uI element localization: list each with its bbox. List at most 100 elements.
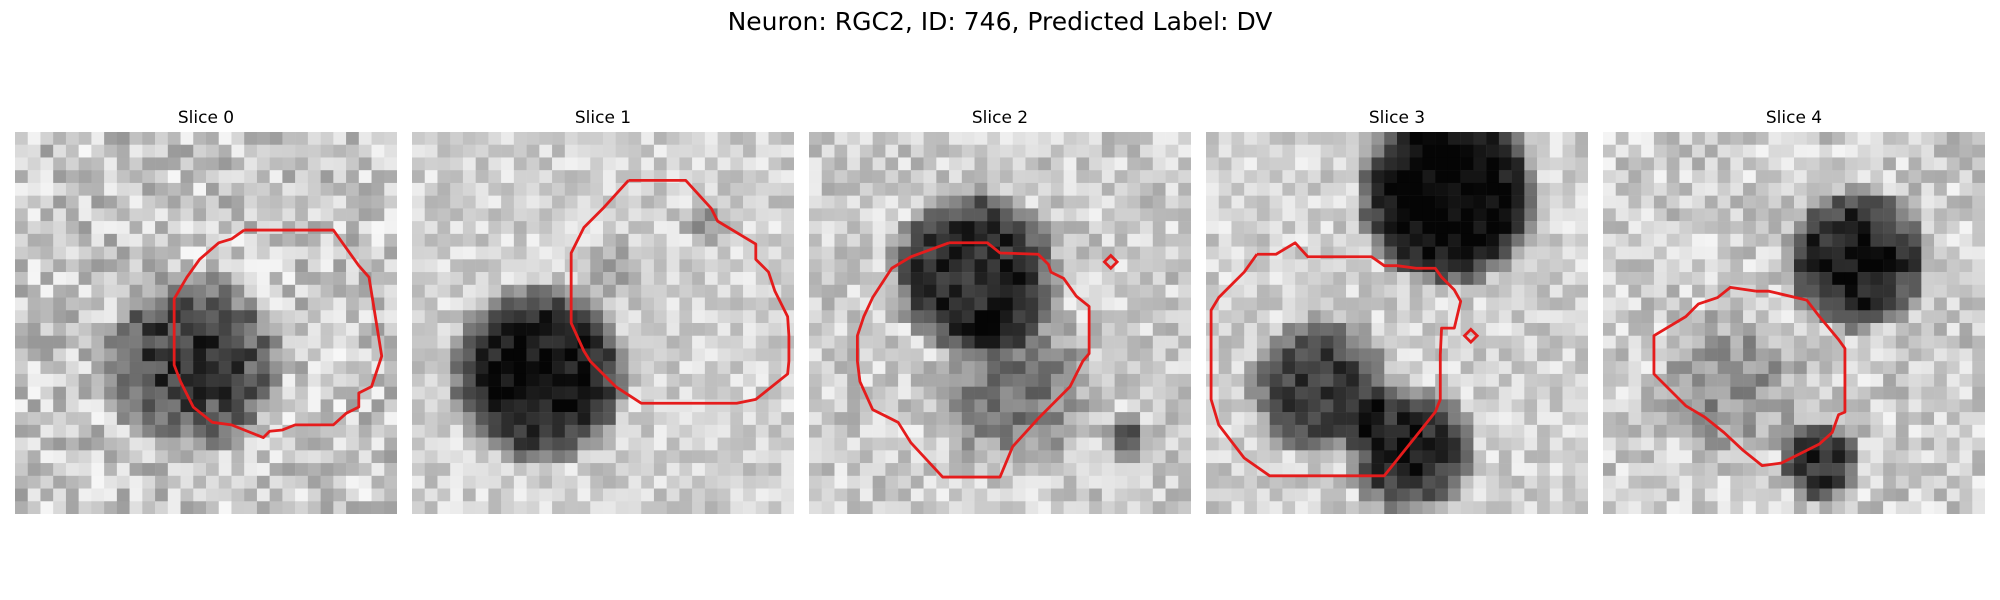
pixel [1832, 297, 1846, 311]
pixel [679, 463, 693, 477]
pixel [65, 233, 79, 247]
pixel [1537, 437, 1551, 451]
pixel [1025, 144, 1039, 158]
pixel [78, 399, 92, 413]
pixel [768, 170, 782, 184]
pixel [1692, 233, 1706, 247]
pixel [437, 170, 451, 184]
pixel [1206, 182, 1219, 196]
pixel [450, 450, 464, 464]
pixel [1857, 144, 1871, 158]
pixel [768, 182, 782, 196]
pixel [1244, 335, 1258, 349]
pixel [590, 157, 604, 171]
pixel [1704, 310, 1718, 324]
pixel [1152, 361, 1166, 375]
pixel [91, 488, 105, 502]
pixel [717, 170, 731, 184]
pixel [1603, 259, 1616, 273]
pixel [1256, 195, 1270, 209]
pixel [628, 424, 642, 438]
pixel [1524, 463, 1538, 477]
pixel [116, 221, 130, 235]
pixel [717, 475, 731, 489]
pixel [1794, 132, 1807, 145]
pixel [987, 310, 1001, 324]
pixel [282, 335, 296, 349]
pixel [1076, 132, 1090, 145]
pixel [1012, 272, 1026, 286]
pixel [1346, 386, 1360, 400]
pixel [333, 246, 347, 260]
pixel [1101, 323, 1115, 336]
pixel [1206, 132, 1219, 145]
pixel [1666, 501, 1680, 514]
pixel [424, 424, 438, 438]
pixel [1908, 310, 1922, 324]
pixel [1895, 386, 1909, 400]
pixel [603, 335, 616, 349]
roi-contour [1652, 285, 1847, 468]
pixel [961, 259, 975, 273]
pixel [1218, 373, 1232, 387]
pixel [244, 335, 258, 349]
pixel [1498, 335, 1512, 349]
pixel [1524, 475, 1538, 489]
pixel [628, 157, 642, 171]
pixel [704, 259, 718, 273]
pixel [1628, 361, 1642, 375]
pixel [488, 208, 502, 222]
pixel [1511, 259, 1525, 273]
pixel [1832, 182, 1846, 196]
pixel [333, 284, 347, 298]
pixel [1371, 132, 1385, 145]
pixel [1946, 437, 1960, 451]
pixel [704, 463, 718, 477]
pixel [615, 221, 629, 235]
pixel [1615, 195, 1629, 209]
pixel [1743, 501, 1757, 514]
pixel [218, 424, 232, 438]
pixel [1346, 488, 1360, 502]
pixel [1615, 361, 1629, 375]
pixel [256, 144, 270, 158]
pixel [1921, 386, 1935, 400]
pixel [1076, 272, 1090, 286]
pixel [615, 208, 629, 222]
pixel [412, 284, 425, 298]
pixel [577, 361, 591, 375]
pixel [1603, 132, 1616, 145]
pixel [1730, 246, 1744, 260]
pixel [231, 144, 245, 158]
pixel [1972, 259, 1985, 273]
pixel [1743, 437, 1757, 451]
pixel [1269, 144, 1283, 158]
pixel [1679, 259, 1693, 273]
pixel [371, 170, 385, 184]
pixel [1844, 132, 1858, 145]
pixel [539, 424, 553, 438]
pixel [539, 310, 553, 324]
pixel [923, 373, 937, 387]
pixel [1371, 373, 1385, 387]
pixel [1857, 437, 1871, 451]
pixel [1768, 195, 1782, 209]
pixel [1409, 488, 1423, 502]
pixel [923, 412, 937, 426]
pixel [872, 246, 886, 260]
pixel [1397, 348, 1410, 362]
pixel [1447, 323, 1461, 336]
pixel [666, 272, 680, 286]
pixel [1101, 463, 1115, 477]
pixel [885, 450, 899, 464]
pixel [206, 475, 219, 489]
pixel [1653, 233, 1667, 247]
pixel [1934, 182, 1948, 196]
pixel [730, 501, 744, 514]
pixel [1089, 386, 1103, 400]
pixel [898, 272, 912, 286]
pixel [1603, 195, 1616, 209]
pixel [78, 501, 92, 514]
pixel [53, 463, 67, 477]
pixel [1717, 348, 1731, 362]
